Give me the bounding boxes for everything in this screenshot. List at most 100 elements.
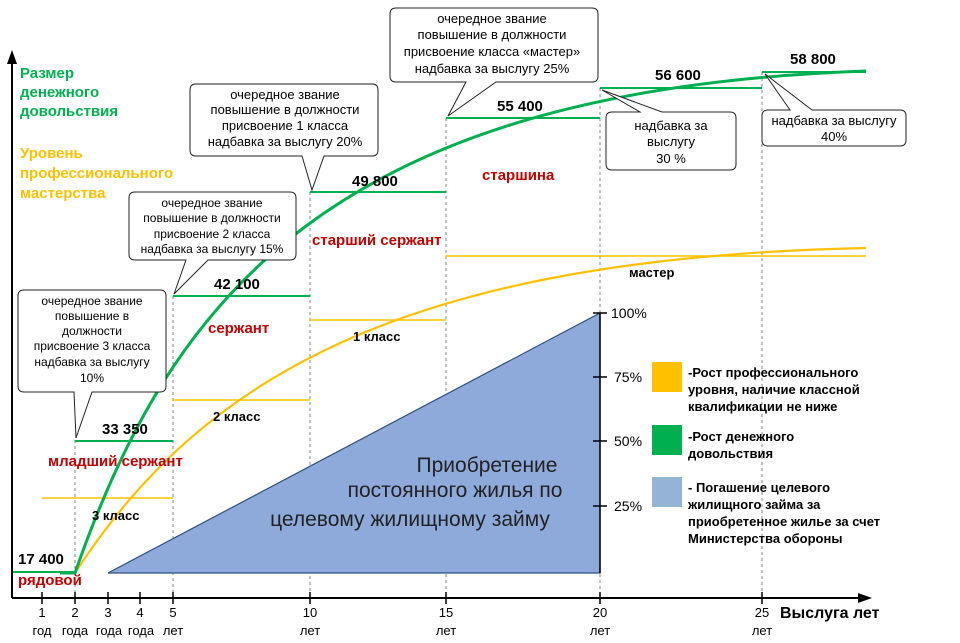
svg-text:лет: лет	[590, 623, 610, 638]
percent-75: 75%	[614, 369, 642, 385]
svg-text:присвоение 2 класса: присвоение 2 класса	[154, 227, 271, 241]
legend: -Рост профессионального уровня, наличие …	[652, 362, 880, 546]
callout-6: надбавка за выслугу 40%	[761, 73, 907, 147]
svg-text:присвоение класса «мастер»: присвоение класса «мастер»	[404, 44, 580, 59]
x-axis-arrow	[858, 593, 872, 603]
svg-text:надбавка за выслугу: надбавка за выслугу	[34, 355, 149, 369]
svg-text:лет: лет	[163, 623, 183, 638]
legend-swatch-skill	[652, 362, 682, 392]
svg-text:повышение в должности: повышение в должности	[211, 102, 360, 117]
pay-58800: 58 800	[790, 51, 836, 68]
svg-text:10%: 10%	[80, 371, 104, 385]
housing-line1: Приобретение	[417, 454, 558, 477]
svg-text:года: года	[128, 623, 155, 638]
y-axis-arrow	[7, 50, 17, 64]
svg-text:денежного: денежного	[20, 84, 99, 101]
class-labels: 3 класс 2 класс 1 класс мастер	[92, 265, 675, 523]
svg-text:1: 1	[38, 605, 45, 620]
svg-text:довольствия: довольствия	[20, 103, 118, 120]
svg-text:выслугу: выслугу	[647, 134, 696, 149]
svg-text:-Рост профессионального: -Рост профессионального	[688, 365, 858, 380]
svg-text:надбавка за: надбавка за	[634, 118, 708, 133]
svg-text:года: года	[96, 623, 123, 638]
class-2: 2 класс	[213, 409, 260, 424]
axes	[11, 60, 860, 599]
pay-56600: 56 600	[655, 67, 701, 84]
svg-text:30 %: 30 %	[656, 151, 686, 166]
svg-text:3: 3	[104, 605, 111, 620]
svg-text:5: 5	[169, 605, 176, 620]
rank-sergeant: сержант	[208, 320, 269, 337]
callout-1: очередное звание повышение в должности п…	[17, 289, 167, 439]
svg-text:15: 15	[439, 605, 453, 620]
svg-text:лет: лет	[752, 623, 772, 638]
svg-text:повышение в должности: повышение в должности	[418, 27, 567, 42]
svg-text:профессионального: профессионального	[20, 165, 173, 182]
svg-text:25: 25	[755, 605, 769, 620]
rank-senior-sergeant: старший сержант	[312, 232, 442, 249]
class-3: 3 класс	[92, 508, 139, 523]
svg-text:должности: должности	[62, 324, 122, 338]
svg-text:уровня, наличие классной: уровня, наличие классной	[688, 382, 860, 397]
callout-2: очередное звание повышение в должности п…	[128, 191, 297, 295]
svg-text:присвоение 1 класса: присвоение 1 класса	[222, 118, 349, 133]
svg-text:2: 2	[71, 605, 78, 620]
housing-line3: целевому жилищному займу	[270, 508, 550, 531]
svg-text:Уровень: Уровень	[20, 145, 83, 162]
pay-55400: 55 400	[497, 98, 543, 115]
legend-swatch-housing	[652, 477, 682, 507]
class-master: мастер	[629, 265, 675, 280]
x-ticks	[41, 592, 763, 604]
svg-text:квалификации не ниже: квалификации не ниже	[688, 399, 837, 414]
svg-text:присвоение 3 класса: присвоение 3 класса	[34, 339, 151, 353]
svg-text:довольствия: довольствия	[688, 446, 773, 461]
skill-level-lines	[42, 255, 866, 499]
svg-text:повышение в: повышение в	[55, 309, 129, 323]
callout-3: очередное звание повышение в должности п…	[189, 83, 379, 192]
housing-loan-text: Приобретение постоянного жилья по целево…	[270, 454, 562, 531]
svg-text:жилищного займа за: жилищного займа за	[687, 497, 821, 512]
y-axis-title: Размер денежного довольствия	[20, 65, 118, 120]
svg-text:мастерства: мастерства	[20, 185, 106, 202]
percent-100: 100%	[611, 305, 647, 321]
svg-text:Министерства обороны: Министерства обороны	[688, 531, 842, 546]
svg-text:очередное звание: очередное звание	[437, 11, 547, 26]
legend-swatch-pay	[652, 425, 682, 455]
svg-text:повышение в должности: повышение в должности	[143, 211, 280, 225]
svg-text:- Погашение целевого: - Погашение целевого	[688, 480, 830, 495]
rank-sergeant-major: старшина	[482, 167, 555, 184]
pay-42100: 42 100	[214, 276, 260, 293]
svg-text:4: 4	[136, 605, 143, 620]
svg-text:год: год	[33, 623, 52, 638]
svg-text:приобретенное жилье за счет: приобретенное жилье за счет	[688, 514, 880, 529]
svg-text:лет: лет	[300, 623, 320, 638]
housing-line2: постоянного жилья по	[348, 479, 563, 502]
callout-5: надбавка за выслугу 30 %	[601, 89, 737, 171]
svg-text:20: 20	[593, 605, 607, 620]
svg-text:надбавка за выслугу 15%: надбавка за выслугу 15%	[141, 242, 284, 256]
svg-text:надбавка за выслугу: надбавка за выслугу	[772, 113, 897, 128]
svg-text:надбавка за выслугу 25%: надбавка за выслугу 25%	[415, 61, 570, 76]
callout-4: очередное звание повышение в должности п…	[389, 7, 599, 117]
svg-text:10: 10	[303, 605, 317, 620]
pay-49800: 49 800	[352, 173, 398, 190]
rank-private: рядовой	[18, 572, 82, 589]
skill-curve	[74, 246, 867, 574]
svg-text:очередное звание: очередное звание	[230, 87, 340, 102]
class-1: 1 класс	[353, 329, 400, 344]
x-axis-title: Выслуга лет	[780, 605, 880, 622]
percent-50: 50%	[614, 433, 642, 449]
svg-text:лет: лет	[436, 623, 456, 638]
percent-axis: 100% 75% 50% 25%	[593, 305, 647, 573]
pay-values: 17 400 33 350 42 100 49 800 55 400 56 60…	[18, 51, 836, 568]
ranks: рядовой младший сержант сержант старший …	[18, 167, 555, 589]
svg-text:Размер: Размер	[20, 65, 74, 82]
svg-text:-Рост денежного: -Рост денежного	[688, 429, 794, 444]
pay-33350: 33 350	[102, 421, 148, 438]
svg-text:очередное звание: очередное звание	[161, 196, 262, 210]
pay-17400: 17 400	[18, 551, 64, 568]
svg-text:года: года	[62, 623, 89, 638]
svg-text:надбавка за выслугу 20%: надбавка за выслугу 20%	[208, 134, 363, 149]
